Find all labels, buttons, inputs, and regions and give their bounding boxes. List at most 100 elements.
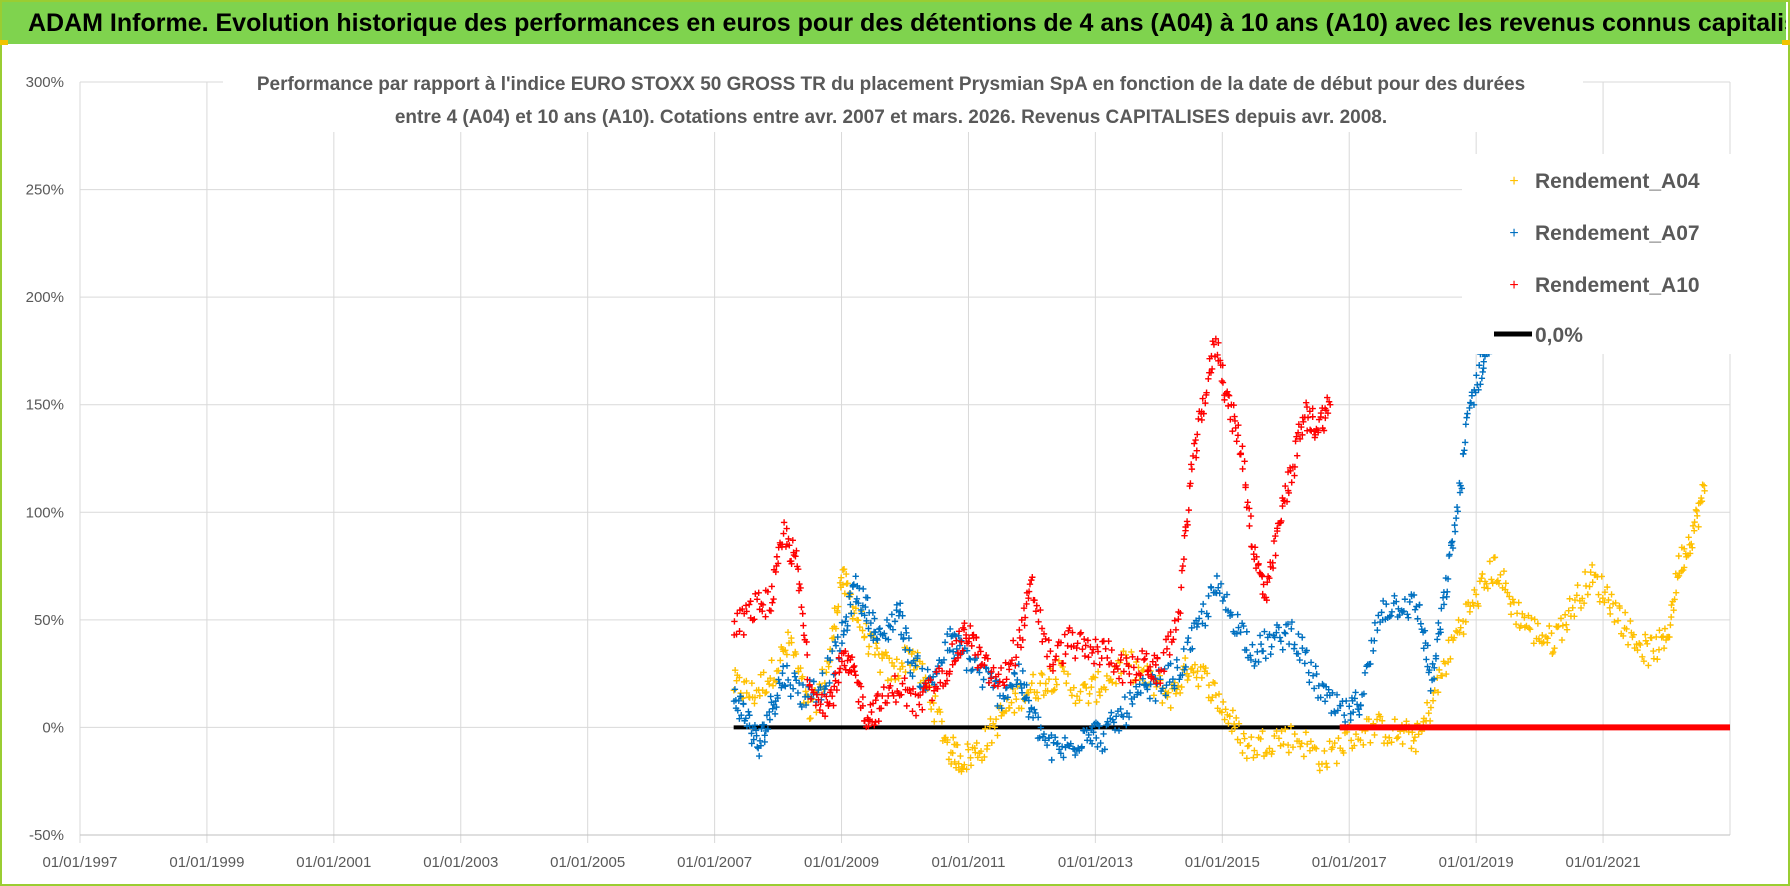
data-point [787, 681, 794, 689]
data-point [835, 654, 843, 661]
data-point [830, 702, 837, 709]
data-point [1446, 551, 1453, 558]
data-point [1340, 749, 1347, 757]
data-point [797, 584, 804, 592]
data-point [1360, 741, 1367, 749]
data-point [1247, 656, 1255, 664]
data-point [1008, 699, 1015, 706]
data-point [1396, 611, 1403, 619]
data-point [912, 712, 920, 719]
data-point [1692, 506, 1700, 514]
data-point [1123, 654, 1130, 662]
data-point [1006, 666, 1013, 673]
data-point [973, 634, 980, 642]
data-point [1418, 625, 1425, 633]
data-point [1504, 589, 1511, 596]
data-point [976, 669, 983, 676]
data-point [1291, 730, 1298, 738]
data-point [1458, 485, 1466, 492]
data-point [1476, 362, 1483, 369]
data-point [758, 725, 765, 732]
data-point [1253, 751, 1261, 758]
data-point [999, 679, 1007, 686]
data-point [1166, 651, 1173, 658]
data-point [1309, 413, 1316, 420]
data-point [1234, 611, 1241, 618]
data-point [1247, 652, 1254, 659]
data-point [1229, 428, 1236, 435]
data-point [1207, 697, 1215, 704]
data-point [1240, 622, 1247, 630]
data-point [1688, 540, 1695, 548]
data-point [1159, 685, 1166, 692]
data-point [1001, 695, 1008, 702]
data-point [909, 708, 916, 715]
data-point [1353, 701, 1361, 708]
chart-title-line2: entre 4 (A04) et 10 ans (A10). Cotations… [395, 107, 1387, 128]
data-point [1387, 612, 1395, 619]
data-point [879, 692, 886, 700]
data-point [1037, 606, 1044, 614]
data-point [1249, 641, 1256, 648]
data-point [945, 756, 953, 763]
data-point [1130, 664, 1138, 671]
data-point [899, 680, 906, 687]
data-point [785, 535, 792, 543]
data-point [1202, 664, 1209, 672]
data-point [1500, 567, 1508, 575]
data-point [1055, 657, 1063, 665]
data-point [1034, 714, 1042, 721]
data-point [872, 628, 879, 636]
data-point [1434, 689, 1442, 696]
data-point [946, 646, 953, 654]
x-tick-label: 01/01/2021 [1566, 854, 1641, 871]
data-point [1227, 416, 1234, 423]
data-point [874, 636, 881, 644]
data-point [868, 708, 875, 716]
data-point [783, 525, 790, 532]
data-point [1456, 629, 1463, 636]
data-point [1239, 465, 1246, 473]
data-point [1088, 649, 1096, 657]
data-point [752, 590, 759, 598]
data-point [1612, 599, 1619, 607]
data-point [850, 581, 858, 588]
data-point [1574, 581, 1581, 589]
data-point [1438, 672, 1446, 679]
data-point [851, 668, 858, 675]
data-point [1191, 661, 1199, 668]
data-point [1695, 523, 1702, 531]
data-point [910, 666, 918, 674]
data-point [1294, 429, 1302, 436]
data-point [1460, 630, 1467, 638]
data-point [1119, 679, 1126, 686]
data-point [1205, 681, 1213, 689]
data-point [1306, 679, 1313, 686]
data-point [1285, 489, 1293, 497]
data-point [1546, 622, 1553, 630]
data-point [1157, 680, 1164, 687]
data-point [753, 596, 761, 603]
data-point [1120, 668, 1128, 675]
data-point [1013, 681, 1020, 688]
data-point [1035, 695, 1042, 702]
data-point [1478, 375, 1486, 382]
data-point [1451, 521, 1458, 529]
data-point [769, 599, 776, 606]
data-point [1480, 365, 1487, 372]
data-point [773, 553, 781, 560]
data-point [838, 658, 846, 665]
data-point [1257, 735, 1264, 743]
data-point [1149, 658, 1156, 665]
data-point [1406, 598, 1413, 606]
data-point [807, 695, 815, 703]
data-point [903, 629, 910, 637]
data-point [754, 743, 761, 751]
data-point [1666, 633, 1673, 641]
data-point [1192, 436, 1199, 444]
data-point [947, 760, 955, 768]
data-point [1357, 737, 1364, 744]
data-point [750, 736, 757, 743]
data-point [782, 647, 789, 654]
data-point [1120, 647, 1127, 655]
